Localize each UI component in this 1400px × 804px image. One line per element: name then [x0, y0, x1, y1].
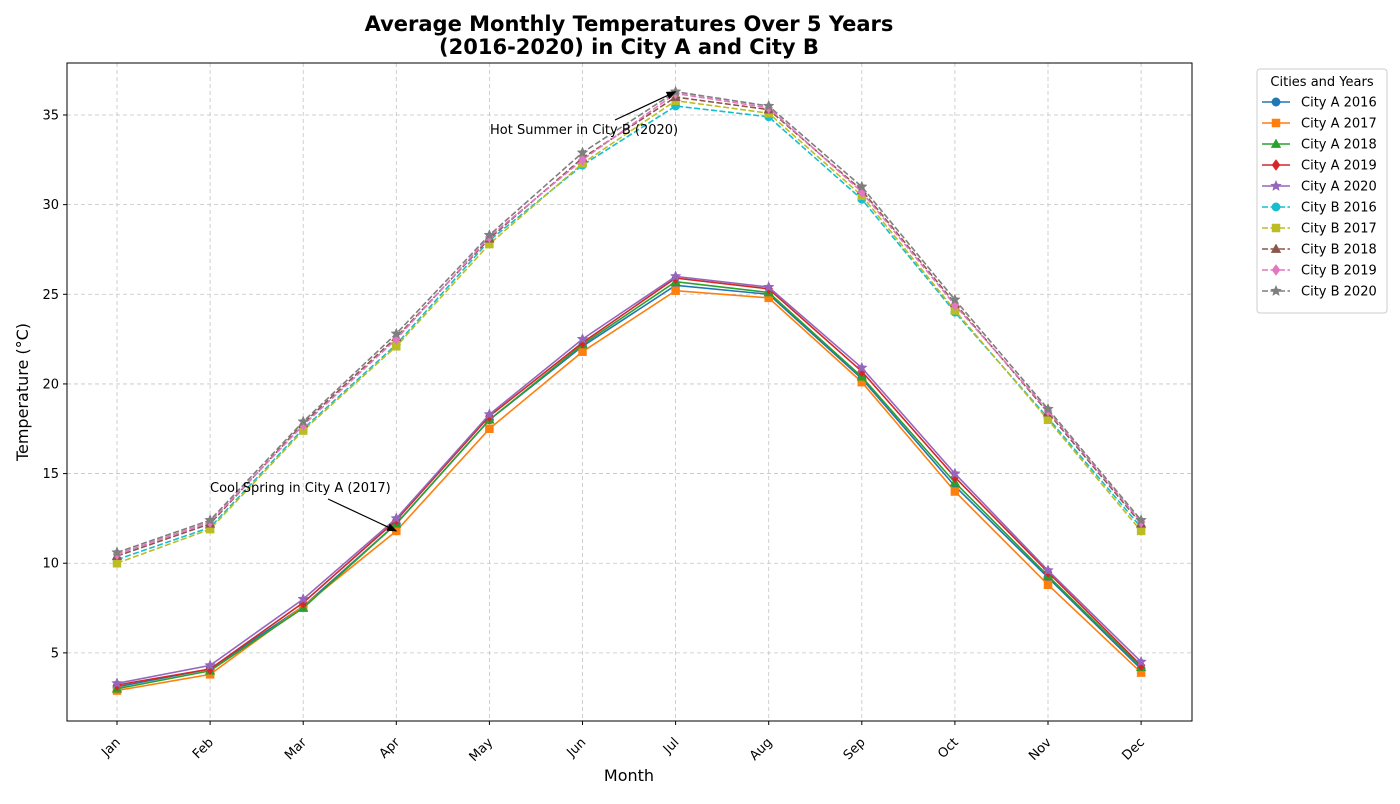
- data-point: [390, 512, 403, 524]
- legend-box: [1256, 68, 1388, 314]
- legend-entry: City B 2020: [1262, 285, 1377, 300]
- series-line: [116, 275, 1142, 685]
- data-point: [297, 415, 310, 427]
- legend-marker: [1271, 223, 1281, 233]
- plot-frame: [66, 62, 1193, 722]
- data-point: [111, 546, 123, 558]
- legend-entry: City B 2018: [1262, 243, 1377, 258]
- x-axis-label: Month: [604, 766, 654, 785]
- y-tick-label: 10: [42, 557, 59, 572]
- legend-label: City B 2017: [1301, 222, 1377, 237]
- legend-label: City B 2019: [1301, 264, 1377, 279]
- series-city-b-2020: [111, 85, 1147, 558]
- y-tick-label: 35: [42, 108, 59, 123]
- legend-label: City A 2017: [1301, 117, 1377, 132]
- legend-marker: [1271, 202, 1281, 212]
- data-point: [855, 180, 868, 192]
- legend-entry: City B 2019: [1262, 264, 1377, 279]
- legend-entry: City A 2020: [1262, 180, 1377, 195]
- data-point: [950, 487, 960, 496]
- annotation-arrow: [327, 498, 398, 532]
- annotation-arrow: [614, 91, 677, 121]
- legend-label: City B 2016: [1301, 201, 1377, 216]
- legend: Cities and Years City A 2016 City A 2017 Ci…: [1256, 68, 1388, 314]
- data-point: [671, 286, 680, 295]
- data-point: [576, 146, 589, 158]
- legend-label: City A 2016: [1301, 96, 1377, 111]
- legend-marker: [1270, 179, 1282, 191]
- legend-title: Cities and Years: [1270, 75, 1373, 90]
- legend-label: City B 2020: [1301, 285, 1377, 300]
- data-point: [1136, 526, 1146, 536]
- chart-title-line-2: (2016-2020) in City A and City B: [439, 35, 819, 59]
- series-line: [116, 277, 1142, 686]
- data-point: [483, 228, 496, 241]
- y-tick-label: 5: [51, 646, 59, 661]
- series-line: [116, 280, 1142, 690]
- legend-marker: [1271, 118, 1281, 128]
- data-point: [297, 592, 310, 605]
- legend-marker: [1270, 284, 1282, 296]
- legend-label: City A 2020: [1301, 180, 1377, 195]
- legend-marker: [1270, 243, 1282, 253]
- data-point: [1042, 402, 1054, 415]
- legend-entry: City B 2016: [1262, 201, 1377, 216]
- data-point: [762, 280, 775, 293]
- legend-marker: [1271, 159, 1281, 171]
- legend-marker: [1271, 97, 1281, 107]
- legend-marker: [1270, 138, 1282, 148]
- series-line: [116, 99, 1142, 564]
- data-point: [204, 514, 216, 526]
- data-point: [1135, 514, 1147, 526]
- data-point: [949, 467, 961, 479]
- annotation-label: Cool Spring in City A (2017): [210, 481, 391, 496]
- data-point: [1042, 564, 1054, 576]
- chart-title-line-1: Average Monthly Temperatures Over 5 Year…: [365, 12, 894, 36]
- legend-marker: [1271, 264, 1281, 276]
- data-point: [485, 424, 494, 434]
- series-line: [116, 92, 1142, 556]
- series-layer: [111, 85, 1147, 695]
- y-axis-label: Temperature (°C): [13, 323, 32, 462]
- data-point: [762, 99, 775, 112]
- y-tick-label: 25: [42, 288, 59, 303]
- legend-entry: City A 2017: [1262, 117, 1377, 132]
- data-point: [576, 332, 589, 345]
- y-tick-label: 15: [42, 467, 59, 482]
- series-city-a-2020: [111, 270, 1147, 689]
- data-point: [111, 677, 123, 689]
- data-point: [204, 659, 216, 671]
- legend-entry: City A 2019: [1262, 159, 1377, 174]
- data-point: [483, 408, 496, 420]
- grid: [67, 63, 1192, 721]
- data-point: [390, 327, 403, 339]
- data-point: [1135, 655, 1147, 667]
- data-point: [949, 293, 961, 305]
- y-tick-label: 20: [42, 377, 59, 392]
- data-point: [112, 558, 122, 568]
- legend-label: City A 2019: [1301, 159, 1377, 174]
- y-tick-label: 30: [42, 198, 59, 213]
- annotation-layer: Hot Summer in City B (2020) Cool Spring i…: [210, 91, 678, 532]
- data-point: [1043, 580, 1053, 589]
- legend-entry: City B 2017: [1262, 222, 1377, 237]
- data-point: [855, 361, 868, 373]
- data-point: [578, 347, 587, 356]
- legend-entry: City A 2016: [1262, 96, 1377, 111]
- legend-entry: City A 2018: [1262, 138, 1377, 153]
- annotation-label: Hot Summer in City B (2020): [490, 123, 678, 138]
- legend-label: City A 2018: [1301, 138, 1377, 153]
- legend-label: City B 2018: [1301, 243, 1377, 258]
- data-point: [578, 153, 587, 166]
- data-point: [669, 270, 682, 282]
